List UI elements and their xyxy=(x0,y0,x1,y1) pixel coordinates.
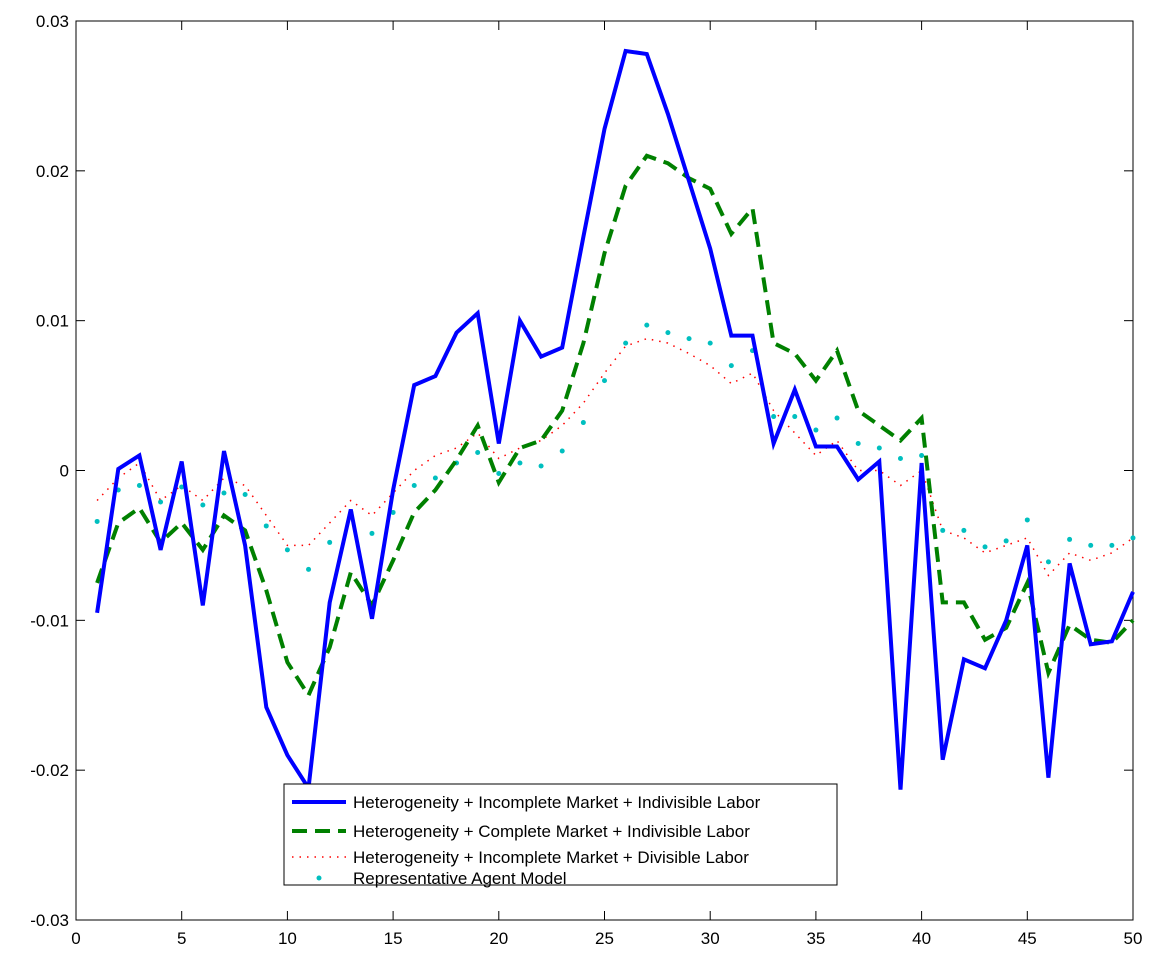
y-tick-label: -0.02 xyxy=(30,761,69,780)
data-point xyxy=(644,322,650,328)
data-point xyxy=(432,475,438,481)
data-point xyxy=(1067,536,1073,542)
x-tick-label: 40 xyxy=(912,929,931,948)
plot-frame xyxy=(75,20,1134,921)
x-tick-label: 15 xyxy=(384,929,403,948)
data-point xyxy=(327,539,333,545)
data-point xyxy=(94,518,100,524)
data-point xyxy=(1130,535,1136,541)
legend-label: Heterogeneity + Complete Market + Indivi… xyxy=(353,822,750,841)
x-tick-label: 45 xyxy=(1018,929,1037,948)
data-point xyxy=(728,363,734,369)
data-point xyxy=(242,491,248,497)
series-line-dashed xyxy=(95,153,1135,700)
legend-box xyxy=(283,783,838,886)
data-point xyxy=(897,456,903,462)
data-point xyxy=(623,340,629,346)
data-point xyxy=(559,448,565,454)
data-point xyxy=(200,502,206,508)
x-axis: 0 5 10 15 20 25 30 35 40 45 50 xyxy=(71,21,1142,948)
legend-entry: Heterogeneity + Incomplete Market + Divi… xyxy=(292,848,749,867)
y-tick-label: -0.03 xyxy=(30,911,69,930)
data-point xyxy=(1024,517,1030,523)
data-point xyxy=(982,544,988,550)
y-tick-label: -0.01 xyxy=(30,611,69,630)
x-tick-label: 10 xyxy=(278,929,297,948)
data-point xyxy=(876,445,882,451)
x-tick-label: 50 xyxy=(1124,929,1143,948)
x-tick-label: 0 xyxy=(71,929,80,948)
data-point xyxy=(263,523,269,529)
x-tick-label: 25 xyxy=(595,929,614,948)
data-point xyxy=(179,484,185,490)
x-tick-label: 35 xyxy=(806,929,825,948)
legend-entry: Heterogeneity + Complete Market + Indivi… xyxy=(292,822,750,841)
data-point xyxy=(940,527,946,533)
legend-label: Heterogeneity + Incomplete Market + Indi… xyxy=(353,793,761,812)
data-point xyxy=(158,499,164,505)
data-point xyxy=(961,527,967,533)
data-point xyxy=(1045,559,1051,565)
legend-entry: Representative Agent Model xyxy=(316,869,567,888)
data-point xyxy=(665,330,671,336)
legend-swatch-point xyxy=(316,875,322,881)
data-point xyxy=(1003,538,1009,544)
data-point xyxy=(813,427,819,433)
data-point xyxy=(390,509,396,515)
data-point xyxy=(221,490,227,496)
x-tick-label: 5 xyxy=(177,929,186,948)
series-layer xyxy=(94,48,1136,794)
y-tick-label: 0.01 xyxy=(36,312,69,331)
x-tick-label: 20 xyxy=(489,929,508,948)
data-point xyxy=(369,530,375,536)
data-point xyxy=(792,414,798,420)
legend-label: Heterogeneity + Incomplete Market + Divi… xyxy=(353,848,749,867)
series-line-solid xyxy=(95,48,1135,794)
y-tick-label: 0 xyxy=(60,462,69,481)
legend-label: Representative Agent Model xyxy=(353,869,567,888)
data-point xyxy=(1088,542,1094,548)
data-point xyxy=(855,441,861,447)
data-point xyxy=(707,340,713,346)
data-point xyxy=(602,378,607,384)
plot-area: 0 5 10 15 20 25 30 35 40 45 50 -0.03 -0.02 -0.01 0 0.0… xyxy=(30,12,1142,948)
data-point xyxy=(771,414,777,420)
data-point xyxy=(834,415,840,421)
data-point xyxy=(919,453,925,459)
data-point xyxy=(306,566,312,572)
legend-point-marker xyxy=(316,875,322,881)
legend-entry: Heterogeneity + Incomplete Market + Indi… xyxy=(292,793,761,812)
data-point xyxy=(580,420,586,426)
y-axis: -0.03 -0.02 -0.01 0 0.01 0.02 0.03 xyxy=(30,12,1133,930)
legend: Heterogeneity + Incomplete Market + Indi… xyxy=(283,783,838,888)
data-point xyxy=(475,450,481,456)
data-point xyxy=(496,470,502,476)
y-tick-label: 0.02 xyxy=(36,162,69,181)
data-point xyxy=(517,460,523,466)
data-point xyxy=(1109,542,1115,548)
x-tick-label: 30 xyxy=(701,929,720,948)
data-point xyxy=(284,547,290,553)
series-line-dotted xyxy=(96,337,1134,577)
data-point xyxy=(411,482,417,488)
data-point xyxy=(538,463,544,469)
data-point xyxy=(686,336,692,342)
data-point xyxy=(136,482,142,488)
y-tick-label: 0.03 xyxy=(36,12,69,31)
